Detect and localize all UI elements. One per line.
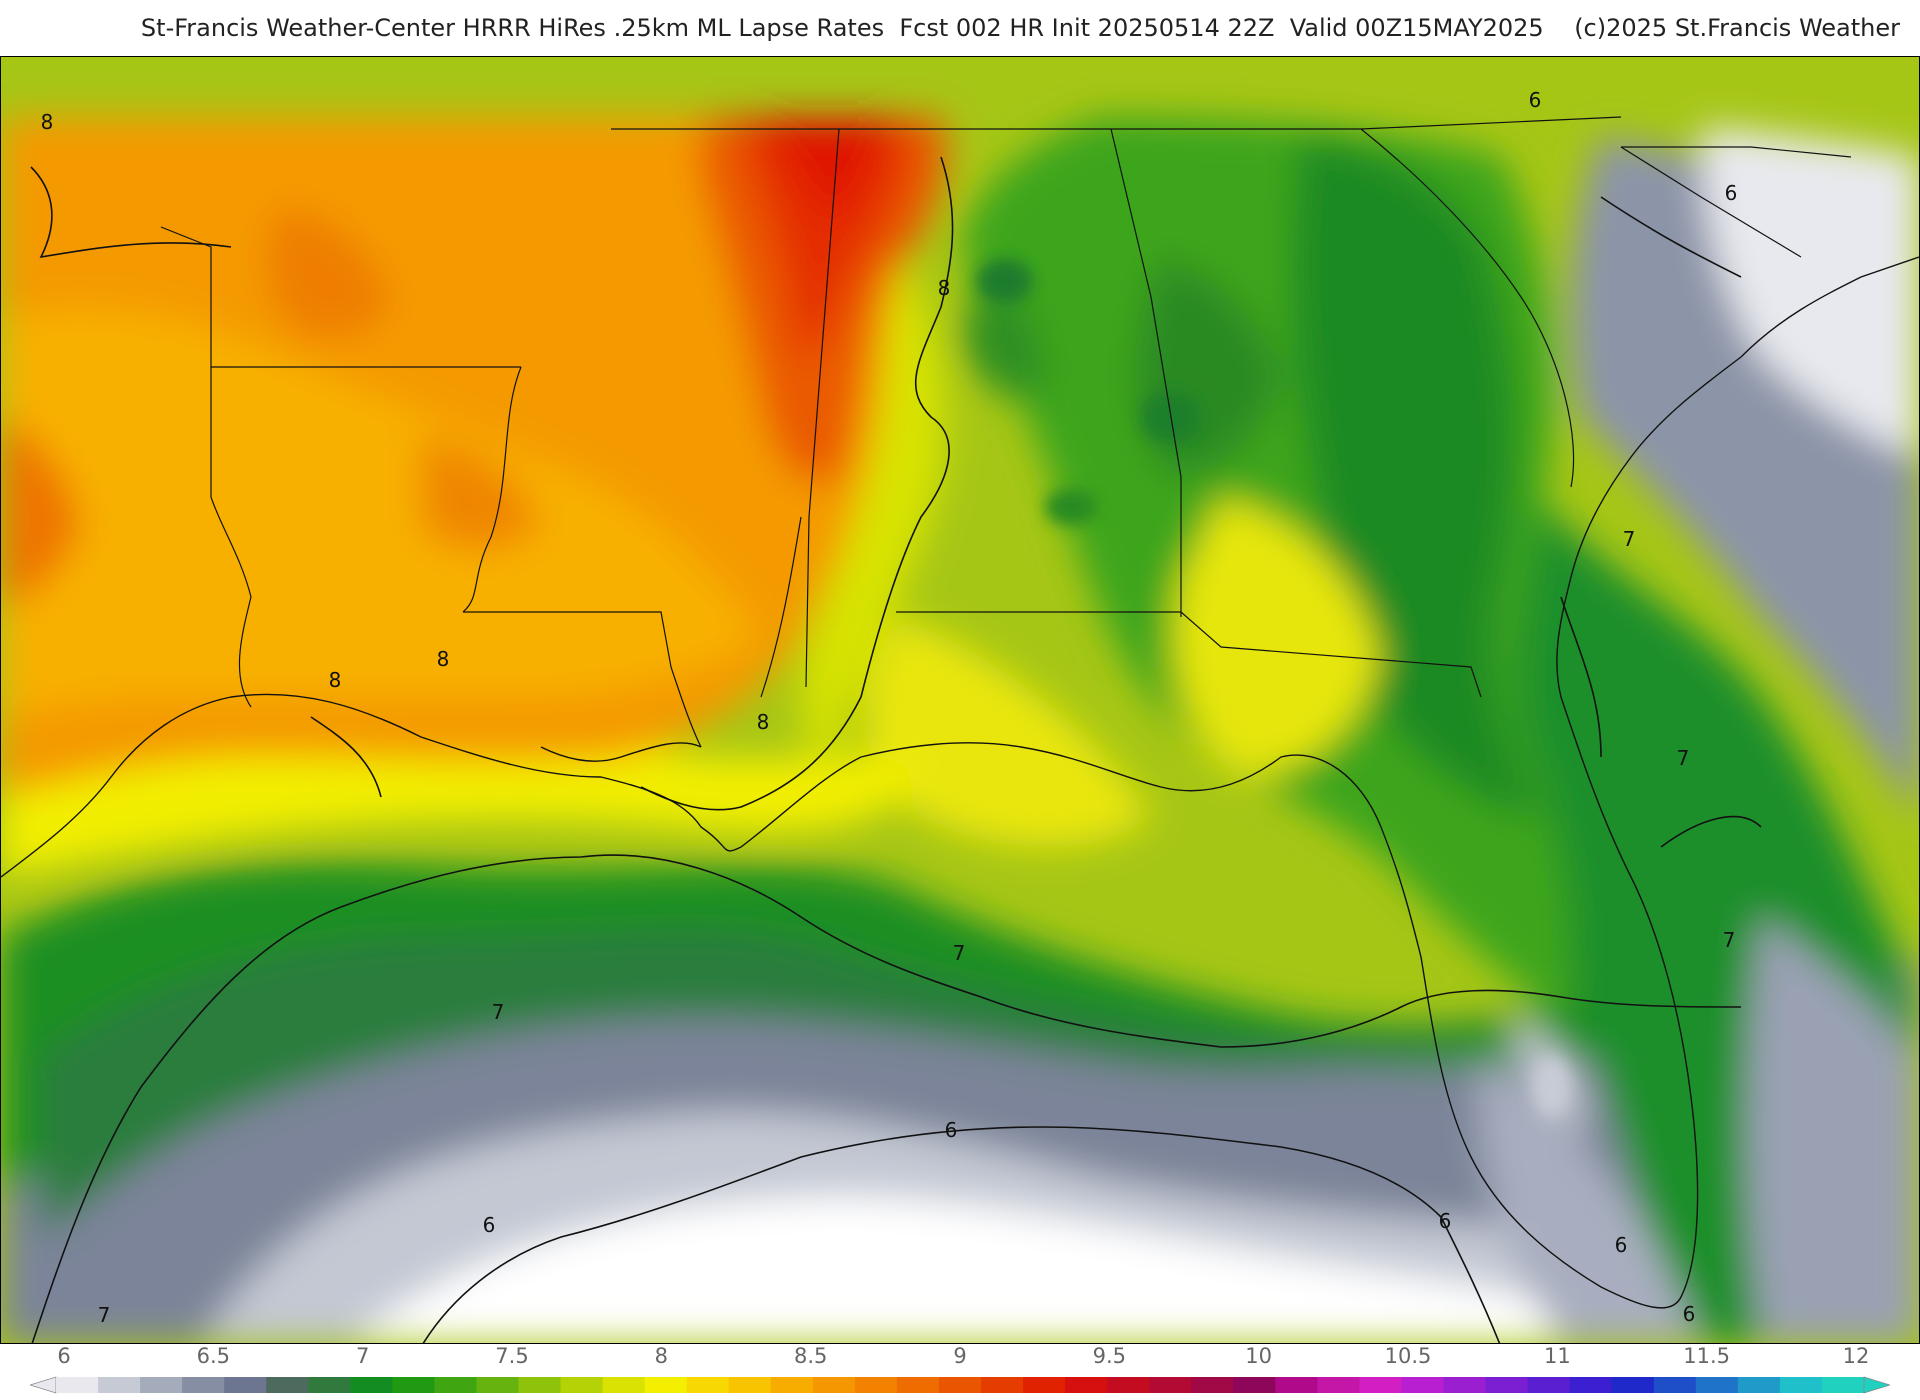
legend-color-swatch: [518, 1377, 562, 1393]
legend-color-swatch: [1149, 1377, 1192, 1393]
legend-tick-label: 11.5: [1683, 1344, 1731, 1368]
contour-label: 7: [492, 1000, 505, 1024]
legend-color-swatch: [1443, 1377, 1487, 1393]
map-title: St-Francis Weather-Center HRRR HiRes .25…: [140, 14, 1900, 42]
legend-color-swatch: [56, 1377, 99, 1393]
legend-tick-label: 8: [654, 1344, 669, 1368]
legend-color-swatch: [644, 1377, 688, 1393]
legend-color-swatch: [98, 1377, 141, 1393]
legend-color-swatch: [1065, 1377, 1108, 1393]
contour-label: 6: [1529, 88, 1542, 112]
legend-color-swatch: [854, 1377, 898, 1393]
contour-label: 6: [1615, 1233, 1628, 1257]
legend-color-swatch: [1569, 1377, 1613, 1393]
legend-tick-label: 12: [1842, 1344, 1870, 1368]
legend-color-swatch: [728, 1377, 772, 1393]
legend-color-swatch: [392, 1377, 436, 1393]
contour-label: 8: [329, 668, 342, 692]
contour-label: 6: [1439, 1209, 1452, 1233]
legend-color-swatch: [812, 1377, 856, 1393]
legend-color-swatch: [308, 1377, 351, 1393]
legend-tick-label: 7: [355, 1344, 370, 1368]
legend-tick-label: 11: [1543, 1344, 1571, 1368]
legend-tick-label: 7.5: [495, 1344, 529, 1368]
legend-color-swatch: [182, 1377, 225, 1393]
legend-color-swatch: [1779, 1377, 1823, 1393]
legend-color-swatch: [1737, 1377, 1781, 1393]
legend-color-swatch: [1653, 1377, 1697, 1393]
state-borders: [160, 116, 1852, 748]
contour-label: 6: [1725, 181, 1738, 205]
contour-label: 7: [1677, 746, 1690, 770]
contour-label: 8: [757, 710, 770, 734]
legend-tick-label: 9.5: [1092, 1344, 1127, 1368]
legend-color-swatch: [1317, 1377, 1361, 1393]
legend-color-swatch: [1611, 1377, 1655, 1393]
legend-tick-label: 10.5: [1384, 1344, 1432, 1368]
legend-color-swatch: [1695, 1377, 1739, 1393]
legend-color-swatch: [1485, 1377, 1529, 1393]
legend-color-swatch: [896, 1377, 940, 1393]
legend-color-swatch: [938, 1377, 982, 1393]
legend-color-swatch: [981, 1377, 1024, 1393]
contour-label: 7: [98, 1303, 111, 1327]
legend-color-swatch: [140, 1377, 183, 1393]
lapse-rate-field: [1, 57, 1919, 1343]
legend-color-swatch: [1401, 1377, 1445, 1393]
legend-color-swatch: [1359, 1377, 1403, 1393]
legend-color-swatch: [350, 1377, 393, 1393]
legend-arrow-low: [30, 1376, 57, 1394]
legend-tick-label: 9: [953, 1344, 967, 1368]
contour-label: 8: [938, 276, 951, 300]
legend-tick-label: 10: [1245, 1344, 1273, 1368]
legend-tick-label: 6.5: [196, 1344, 231, 1368]
contour-label: 8: [437, 647, 450, 671]
legend-tick-label: 6: [57, 1344, 71, 1368]
legend-color-swatch: [476, 1377, 520, 1393]
legend-color-swatch: [560, 1377, 604, 1393]
legend-color-swatch: [602, 1377, 646, 1393]
legend-color-swatch: [434, 1377, 478, 1393]
contour-label: 6: [1683, 1302, 1696, 1326]
legend-color-swatch: [1023, 1377, 1066, 1393]
legend-color-swatch: [770, 1377, 814, 1393]
legend-color-swatch: [1821, 1377, 1865, 1393]
legend-tick-row: 6 6.5 7 7.5 8 8.5 9 9.5 10 10.5 11 11.5 12: [0, 1344, 1920, 1372]
legend-arrow-high: [1863, 1376, 1890, 1394]
lapse-rate-map[interactable]: 8 8 8 8 8 7 7 7 7 7 7 6 6 6 6 6 6 6: [0, 56, 1920, 1344]
legend-color-swatch: [1527, 1377, 1571, 1393]
contour-label: 7: [1723, 928, 1736, 952]
contour-label: 6: [945, 1118, 958, 1142]
coastline: [1, 256, 1919, 1309]
legend-tick-label: 8.5: [793, 1344, 828, 1368]
legend-color-swatch: [1191, 1377, 1234, 1393]
contour-labels: 8 8 8 8 8 7 7 7 7 7 7 6 6 6 6 6 6 6: [41, 88, 1738, 1327]
legend-color-swatch: [1275, 1377, 1318, 1393]
contour-label: 6: [483, 1213, 496, 1237]
contour-lines: [30, 156, 1762, 1343]
legend-color-swatch: [266, 1377, 309, 1393]
legend-color-swatch: [1233, 1377, 1276, 1393]
contour-label: 7: [1623, 527, 1636, 551]
contour-label: 8: [41, 110, 54, 134]
color-scale-bar: [30, 1376, 1890, 1394]
legend-color-swatch: [686, 1377, 730, 1393]
legend-color-swatch: [224, 1377, 267, 1393]
contour-label: 7: [953, 941, 966, 965]
legend-color-swatch: [1107, 1377, 1150, 1393]
